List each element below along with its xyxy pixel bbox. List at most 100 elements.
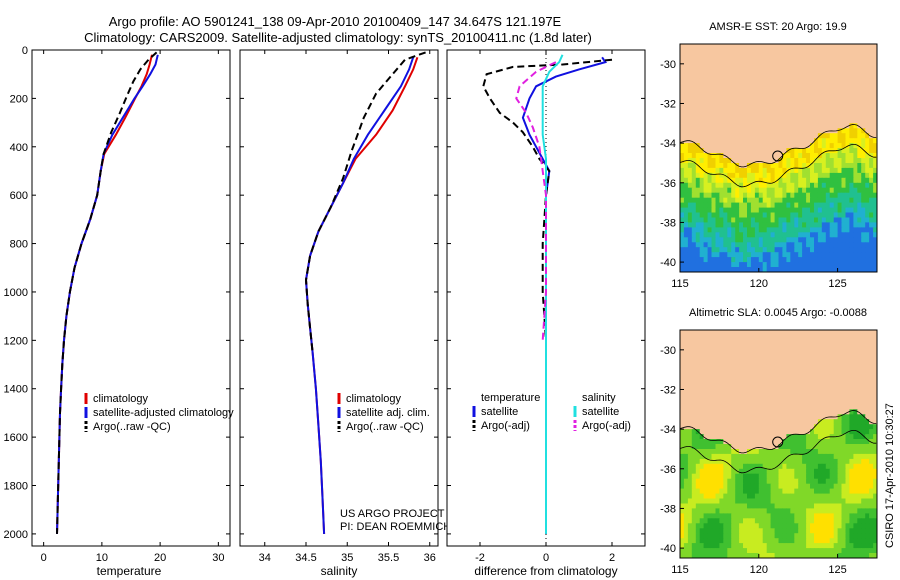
panel-sst-cell [747,133,752,139]
panel-sst-cell [766,148,772,154]
panel-sla-cell [695,493,701,500]
panel-sst-cell [786,118,791,124]
panel-sla-cell [794,503,799,510]
panel-sla-cell [762,533,768,539]
panel-sla-cell [786,488,791,495]
panel-sst-cell [691,202,697,209]
panel-sst-cell [786,257,791,263]
panel-sla-cell [727,493,732,500]
panel-sla-cell [817,429,823,435]
panel-sla-cell [837,508,843,514]
panel-sla-cell [707,548,713,554]
panel-sst-cell [869,262,874,268]
panel-sst-cell [687,192,693,199]
panel-sst-cell [699,197,705,204]
panel-sst-cell [873,58,877,65]
panel-sst-cell [680,227,685,233]
panel-sla-cell [853,503,858,510]
panel-sla-cell [794,394,799,400]
panel-sla-cell [865,359,870,366]
panel-sst-cell [829,83,835,90]
difference-xtick-label: 2 [609,552,615,564]
panel-sst-cell [758,143,764,149]
panel-sst-cell [691,187,697,194]
panel-sst-cell [833,49,839,55]
panel-sla-cell [873,359,877,366]
panel-sst-cell [825,44,831,50]
panel-sla-cell [861,498,866,505]
panel-sst-cell [857,212,862,219]
panel-sst-cell [754,242,760,248]
panel-sla-cell [758,478,764,485]
panel-sst-cell [794,123,799,129]
panel-sla-cell [683,439,689,445]
panel-sla-cell [758,434,764,440]
panel-sst-cell [715,83,720,90]
panel-sla-cell [778,523,783,529]
panel-sla-cell [699,538,705,544]
panel-sla-cell [849,473,854,480]
panel-sla-cell [707,404,713,410]
panel-sla-cell [774,518,780,524]
panel-sst-cell [845,88,850,95]
panel-sst-cell [857,53,862,60]
panel-sla-cell [731,389,736,396]
panel-sst-cell [810,49,815,55]
panel-sla-cell [687,399,693,405]
panel-sst-cell [727,123,732,129]
panel-sla-cell [739,379,744,386]
panel-sla-cell [849,384,854,391]
panel-sst-cell [802,237,807,243]
panel-sst-cell [739,108,744,114]
panel-sst-cell [798,133,803,139]
panel-sst-cell [865,217,870,224]
panel-sla-cell [798,429,803,435]
panel-sst-cell [766,177,772,184]
panel-sla-cell [683,335,689,341]
panel-sst-cell [703,49,709,55]
panel-sst-cell [814,88,819,95]
panel-sla-cell [680,439,685,445]
panel-sst-cell [825,153,831,159]
panel-sla-cell [829,463,835,470]
panel-sst-cell [770,93,776,100]
panel-sla-cell [758,439,764,445]
panel-sst-cell [743,153,748,159]
panel-sst-cell [845,128,850,134]
panel-sst-cell [857,108,862,114]
panel-sst-cell [703,98,709,105]
panel-sst-cell [853,113,858,119]
panel-sst-cell [857,262,862,268]
panel-sst-cell [695,133,701,139]
panel-sla-cell [727,513,732,519]
panel-sst-cell [873,177,877,184]
panel-sla-cell [837,409,843,415]
panel-sst-cell [802,207,807,214]
panel-sst-cell [711,252,716,258]
panel-sst-cell [837,44,843,50]
panel-sst-cell [707,63,713,70]
panel-sst-cell [754,257,760,263]
panel-sst-cell [731,192,736,199]
panel-sst-cell [833,227,839,233]
panel-sla-cell [825,493,831,500]
panel-sst-cell [747,153,752,159]
panel-sst-cell [857,88,862,95]
panel-sla-cell [865,339,870,346]
panel-sst-cell [731,118,736,124]
panel-sla-cell [774,493,780,500]
panel-sla-cell [821,523,827,529]
panel-sla-cell [821,394,827,400]
panel-sst-cell [703,232,709,238]
panel-sst-cell [774,202,780,209]
panel-sla-cell [825,364,831,371]
panel-sla-cell [707,528,713,534]
panel-sst-cell [680,192,685,199]
sst-map-title: AMSR-E SST: 20 Argo: 19.9 [709,21,847,33]
panel-sla-cell [695,404,701,410]
panel-sla-cell [719,384,724,391]
panel-sst-cell [806,138,811,144]
panel-sst-cell [861,153,866,159]
panel-sla-cell [841,538,846,544]
panel-sla-cell [723,493,728,500]
